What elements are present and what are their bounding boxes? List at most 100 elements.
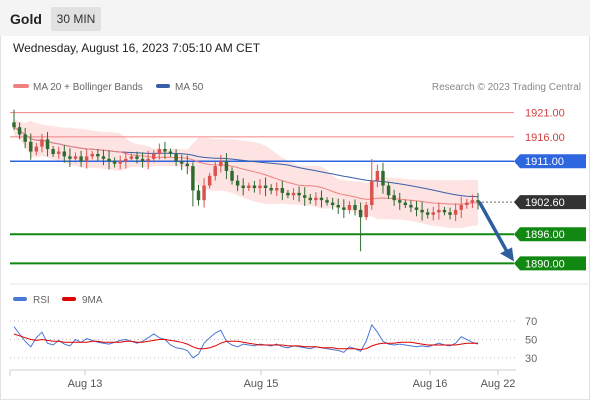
rsi-ma-legend-label: 9MA xyxy=(82,295,103,306)
x-tick-label-3: Aug 22 xyxy=(481,378,516,390)
candle-body xyxy=(29,141,33,152)
candle-body xyxy=(453,209,458,215)
candle-body xyxy=(213,166,217,176)
candle-body xyxy=(314,197,318,201)
candle-body xyxy=(364,205,368,218)
candle-body xyxy=(129,156,134,159)
candle-body xyxy=(325,200,329,203)
candle-body xyxy=(358,209,363,218)
candle-body xyxy=(392,195,396,201)
candle-body xyxy=(235,180,240,186)
candle-body xyxy=(152,153,156,159)
candle-body xyxy=(124,158,128,162)
candle-body xyxy=(219,161,223,167)
timeframe-button[interactable]: 30 MIN xyxy=(51,7,101,31)
candle-body xyxy=(353,205,357,210)
candle-body xyxy=(336,205,340,208)
level-label-1890.00: 1890.00 xyxy=(525,258,565,270)
x-tick-label-1: Aug 15 xyxy=(244,378,279,390)
candle-body xyxy=(40,139,44,147)
ma50-legend-swatch xyxy=(156,84,170,88)
projection-arrow-head xyxy=(500,247,514,262)
bollinger-band xyxy=(14,118,478,228)
ma20-legend-swatch xyxy=(13,84,29,88)
candle-body xyxy=(73,156,78,159)
candle-body xyxy=(62,151,67,157)
candle-body xyxy=(163,149,167,152)
candle-body xyxy=(286,192,290,196)
level-label-1902.60: 1902.60 xyxy=(525,197,565,209)
candle-body xyxy=(230,170,234,181)
level-tag-1911.00 xyxy=(514,154,586,169)
candle-body xyxy=(302,195,307,198)
level-label-1911.00: 1911.00 xyxy=(525,156,564,168)
rsi-tick-50: 50 xyxy=(525,335,537,347)
candle-body xyxy=(414,207,419,210)
candle-body xyxy=(476,200,480,203)
candle-body xyxy=(191,166,195,191)
instrument-title: Gold xyxy=(10,11,42,27)
candle-body xyxy=(269,188,273,191)
candle-body xyxy=(179,161,184,164)
credit-label: Research © 2023 Trading Central xyxy=(432,82,581,93)
candle-body xyxy=(291,192,296,196)
candle-body xyxy=(174,153,178,162)
ma20-line xyxy=(13,126,479,205)
candle-body xyxy=(420,209,424,213)
level-label-1916.00: 1916.00 xyxy=(525,132,565,144)
candle-body xyxy=(448,212,452,215)
candle-body xyxy=(90,153,94,157)
candle-body xyxy=(263,185,268,188)
rsi-ma-legend-swatch xyxy=(62,297,76,301)
level-label-1921.00: 1921.00 xyxy=(525,108,565,120)
rsi-legend-label: RSI xyxy=(33,295,50,306)
x-tick-label-2: Aug 16 xyxy=(413,378,448,390)
candle-body xyxy=(403,202,408,206)
candle-body xyxy=(375,170,380,181)
candle-body xyxy=(101,156,106,159)
candle-body xyxy=(118,161,122,164)
rsi-tick-30: 30 xyxy=(525,353,537,365)
header-bar: Gold 30 MIN xyxy=(0,0,590,36)
candle-body xyxy=(51,149,55,154)
candle-body xyxy=(241,185,245,188)
candle-body xyxy=(196,190,201,201)
candle-body xyxy=(275,188,279,191)
candle-body xyxy=(252,185,257,188)
rsi-tick-70: 70 xyxy=(525,316,537,328)
candle-body xyxy=(84,156,89,162)
candle-body xyxy=(23,134,27,142)
rsi-ma-line xyxy=(13,333,478,351)
candle-body xyxy=(45,139,50,150)
candle-body xyxy=(207,175,212,186)
candle-body xyxy=(258,185,262,188)
candle-body xyxy=(185,163,190,167)
candle-body xyxy=(56,151,61,154)
candle-body xyxy=(34,146,39,152)
level-tag-1896.00 xyxy=(514,227,586,242)
candle-body xyxy=(431,212,436,215)
candle-body xyxy=(386,185,391,196)
candle-body xyxy=(459,205,463,210)
candle-body xyxy=(330,202,335,206)
candle-body xyxy=(202,185,206,201)
candle-body xyxy=(280,188,285,193)
ma50-legend-label: MA 50 xyxy=(175,82,204,93)
level-tag-1902.60 xyxy=(514,195,586,210)
rsi-legend-swatch xyxy=(13,297,27,301)
candle-body xyxy=(465,202,469,206)
candle-body xyxy=(96,153,100,157)
candle-body xyxy=(168,151,173,154)
candle-body xyxy=(425,212,430,215)
candle-body xyxy=(146,158,150,162)
candle-body xyxy=(68,156,72,159)
candle-body xyxy=(381,170,385,186)
ma20-legend-label: MA 20 + Bollinger Bands xyxy=(33,82,143,93)
projection-arrow-shaft xyxy=(478,201,510,256)
candle-body xyxy=(409,205,413,208)
candle-body xyxy=(319,197,324,201)
candle-body xyxy=(437,209,441,213)
candle-body xyxy=(442,209,447,213)
level-label-1896.00: 1896.00 xyxy=(525,229,565,241)
